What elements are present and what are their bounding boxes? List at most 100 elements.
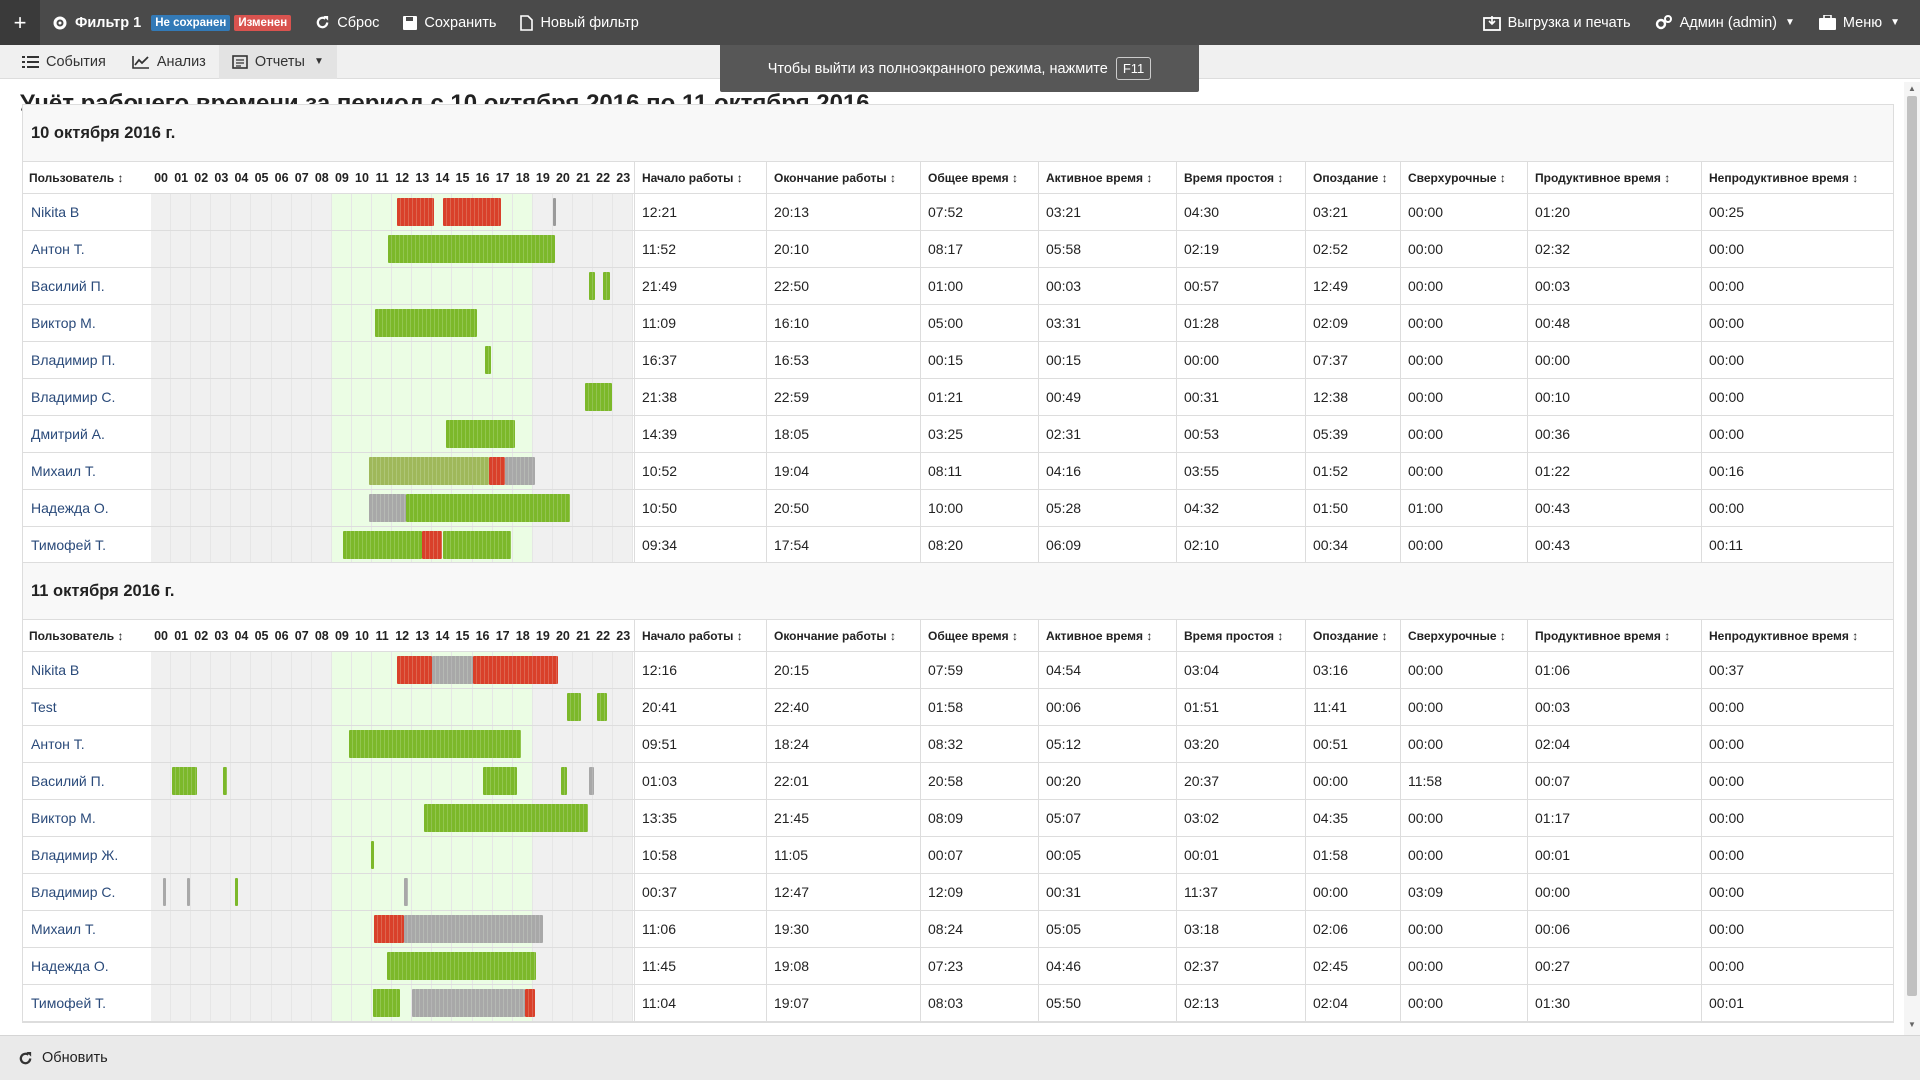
table-row[interactable]: Тимофей Т. 09:34 17:54 08:20 06:09 02:10 00:34…	[23, 527, 1893, 564]
refresh-icon	[316, 15, 329, 29]
active-cell: 00:49	[1038, 379, 1176, 415]
scroll-up-icon[interactable]: ▲	[1908, 84, 1916, 93]
late-cell: 03:21	[1305, 194, 1400, 230]
table-row[interactable]: Nikita B 12:16 20:15 07:59 04:54 03:04 03:16 00…	[23, 652, 1893, 689]
table-row[interactable]: Виктор М. 11:09 16:10 05:00 03:31 01:28 02:09 0…	[23, 305, 1893, 342]
user-name[interactable]: Антон Т.	[31, 736, 85, 752]
export-print-button[interactable]: Выгрузка и печать	[1471, 0, 1643, 45]
user-name[interactable]: Виктор М.	[31, 315, 96, 331]
productive-cell: 02:04	[1527, 726, 1701, 762]
productive-cell: 00:03	[1527, 689, 1701, 725]
user-menu[interactable]: Админ (admin) ▼	[1643, 0, 1807, 45]
tab-analysis[interactable]: Анализ	[119, 45, 219, 79]
activity-timeline	[151, 231, 634, 267]
start-col-header[interactable]: Начало работы ↕	[634, 162, 766, 193]
save-button[interactable]: Сохранить	[391, 0, 508, 45]
table-row[interactable]: Test 20:41 22:40 01:58 00:06 01:51 11:41 00:00 0…	[23, 689, 1893, 726]
table-row[interactable]: Надежда О. 11:45 19:08 07:23 04:46 02:37 02:45…	[23, 948, 1893, 985]
hour-cell	[191, 379, 212, 415]
table-row[interactable]: Антон Т. 09:51 18:24 08:32 05:12 03:20 00:51 00…	[23, 726, 1893, 763]
caret-down-icon: ▼	[1890, 17, 1900, 28]
user-name[interactable]: Дмитрий А.	[31, 426, 105, 442]
productive-col-header[interactable]: Продуктивное время ↕	[1527, 162, 1701, 193]
overtime-col-header[interactable]: Сверхурочные ↕	[1400, 162, 1527, 193]
user-name[interactable]: Владимир П.	[31, 352, 116, 368]
table-row[interactable]: Владимир С. 21:38 22:59 01:21 00:49 00:31 12:3…	[23, 379, 1893, 416]
user-name[interactable]: Василий П.	[31, 278, 105, 294]
total-col-header[interactable]: Общее время ↕	[920, 620, 1038, 651]
user-name[interactable]: Nikita B	[31, 662, 80, 678]
overtime-col-header[interactable]: Сверхурочные ↕	[1400, 620, 1527, 651]
add-button[interactable]: +	[0, 0, 40, 45]
table-row[interactable]: Надежда О. 10:50 20:50 10:00 05:28 04:32 01:50…	[23, 490, 1893, 527]
unproductive-col-header[interactable]: Непродуктивное время ↕	[1701, 620, 1895, 651]
table-row[interactable]: Nikita B 12:21 20:13 07:52 03:21 04:30 03:21 00…	[23, 194, 1893, 231]
table-row[interactable]: Виктор М. 13:35 21:45 08:09 05:07 03:02 04:35 0…	[23, 800, 1893, 837]
productive-col-header[interactable]: Продуктивное время ↕	[1527, 620, 1701, 651]
activity-timeline	[151, 726, 634, 762]
hour-cell	[392, 874, 413, 910]
unproductive-col-header[interactable]: Непродуктивное время ↕	[1701, 162, 1895, 193]
user-name[interactable]: Антон Т.	[31, 241, 85, 257]
tab-reports[interactable]: Отчеты ▼	[218, 44, 337, 79]
hour-cell	[351, 231, 373, 267]
hour-cell	[171, 800, 192, 836]
user-name[interactable]: Виктор М.	[31, 810, 96, 826]
idle-col-header[interactable]: Время простоя ↕	[1176, 620, 1305, 651]
scroll-down-icon[interactable]: ▼	[1908, 1020, 1916, 1029]
active-col-header[interactable]: Активное время ↕	[1038, 162, 1176, 193]
user-name[interactable]: Михаил Т.	[31, 463, 96, 479]
hour-cell	[412, 763, 433, 799]
active-col-header[interactable]: Активное время ↕	[1038, 620, 1176, 651]
hour-cell	[593, 453, 614, 489]
hour-label: 04	[234, 171, 249, 185]
idle-col-header[interactable]: Время простоя ↕	[1176, 162, 1305, 193]
idle-cell: 02:10	[1176, 527, 1305, 563]
table-row[interactable]: Василий П. 01:03 22:01 20:58 00:20 20:37 00:00…	[23, 763, 1893, 800]
table-row[interactable]: Тимофей Т. 11:04 19:07 08:03 05:50 02:13 02:04…	[23, 985, 1893, 1022]
end-col-header[interactable]: Окончание работы ↕	[766, 620, 920, 651]
hour-cell	[552, 948, 573, 984]
user-name[interactable]: Nikita B	[31, 204, 80, 220]
table-row[interactable]: Владимир Ж. 10:58 11:05 00:07 00:05 00:01 01:5…	[23, 837, 1893, 874]
hour-cell	[151, 416, 172, 452]
user-name[interactable]: Михаил Т.	[31, 921, 96, 937]
table-row[interactable]: Михаил Т. 10:52 19:04 08:11 04:16 03:55 01:52 0…	[23, 453, 1893, 490]
hour-cell	[372, 874, 393, 910]
table-row[interactable]: Владимир П. 16:37 16:53 00:15 00:15 00:00 07:3…	[23, 342, 1893, 379]
late-col-header[interactable]: Опоздание ↕	[1305, 620, 1400, 651]
user-col-header[interactable]: Пользователь ↕	[29, 628, 124, 643]
user-name[interactable]: Владимир С.	[31, 884, 116, 900]
hour-cell	[392, 689, 413, 725]
reset-button[interactable]: Сброс	[303, 0, 391, 45]
late-col-header[interactable]: Опоздание ↕	[1305, 162, 1400, 193]
user-name[interactable]: Владимир С.	[31, 389, 116, 405]
user-name[interactable]: Надежда О.	[31, 958, 109, 974]
new-filter-button[interactable]: Новый фильтр	[508, 0, 650, 45]
scrollbar-thumb[interactable]	[1907, 96, 1917, 996]
user-name[interactable]: Тимофей Т.	[31, 995, 107, 1011]
refresh-button[interactable]: Обновить	[18, 1050, 108, 1066]
start-col-header[interactable]: Начало работы ↕	[634, 620, 766, 651]
user-name[interactable]: Тимофей Т.	[31, 537, 107, 553]
user-col-header[interactable]: Пользователь ↕	[29, 170, 124, 185]
tab-events[interactable]: События	[0, 45, 119, 79]
hour-cell	[211, 911, 232, 947]
hour-cell	[191, 416, 212, 452]
total-col-header[interactable]: Общее время ↕	[920, 162, 1038, 193]
user-name[interactable]: Test	[31, 699, 57, 715]
end-cell: 22:40	[766, 689, 920, 725]
main-menu-button[interactable]: Меню ▼	[1807, 0, 1920, 45]
user-name[interactable]: Надежда О.	[31, 500, 109, 516]
table-row[interactable]: Михаил Т. 11:06 19:30 08:24 05:05 03:18 02:06 0…	[23, 911, 1893, 948]
filter-title[interactable]: Фильтр 1 Не сохранен Изменен	[40, 0, 303, 45]
table-row[interactable]: Дмитрий А. 14:39 18:05 03:25 02:31 00:53 05:39…	[23, 416, 1893, 453]
vertical-scrollbar[interactable]: ▲ ▼	[1904, 82, 1920, 1035]
user-name[interactable]: Владимир Ж.	[31, 847, 119, 863]
unproductive-cell: 00:00	[1701, 342, 1895, 378]
table-row[interactable]: Владимир С. 00:37 12:47 12:09 00:31 11:37 00:0…	[23, 874, 1893, 911]
user-name[interactable]: Василий П.	[31, 773, 105, 789]
table-row[interactable]: Антон Т. 11:52 20:10 08:17 05:58 02:19 02:52 00…	[23, 231, 1893, 268]
end-col-header[interactable]: Окончание работы ↕	[766, 162, 920, 193]
table-row[interactable]: Василий П. 21:49 22:50 01:00 00:03 00:57 12:49…	[23, 268, 1893, 305]
